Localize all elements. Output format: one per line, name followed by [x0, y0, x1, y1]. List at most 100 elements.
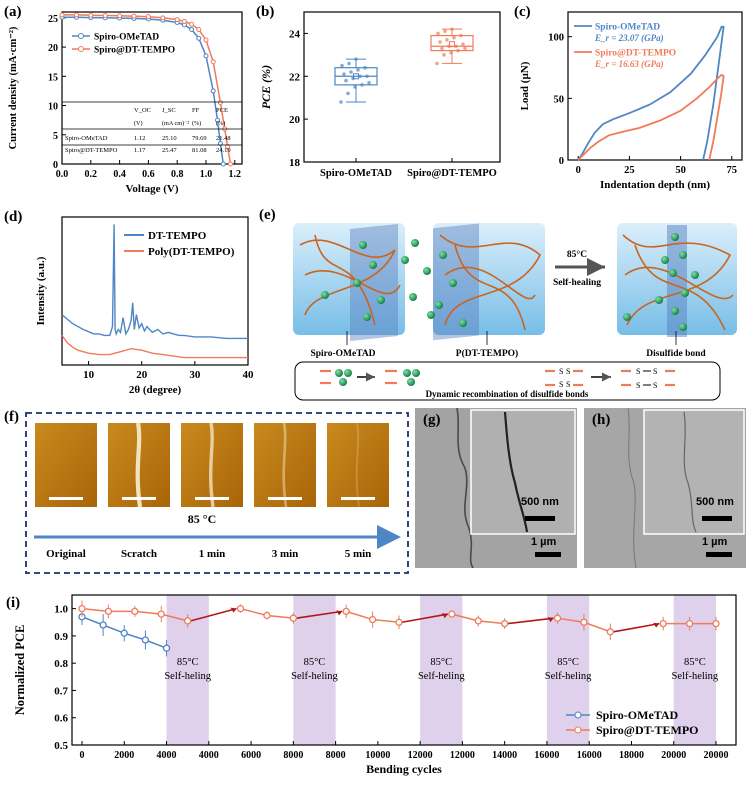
panel-label-a: (a) [4, 4, 22, 20]
table-unit: (%) [192, 120, 201, 127]
data-point [436, 31, 440, 36]
arrow-heal-label: Self-healing [553, 278, 601, 288]
table-cell: 81.08 [192, 147, 207, 154]
panel-c: (c) 0 25 50 75 0 50 100 Indentation depth (nm) L… [510, 0, 750, 200]
legend-marker [574, 726, 582, 734]
x-tick-label: 12000 [408, 750, 433, 761]
y-axis-title: Current density (mA·cm⁻²) [8, 26, 19, 149]
y-tick-label: 20 [289, 114, 301, 126]
self-healing-schematic: 85°C Self-healing Spiro-OMeTAD P(DT-TEMP… [293, 223, 737, 401]
data-point [217, 141, 223, 147]
table-cell: Spiro-OMeTAD [65, 135, 108, 142]
data-point [347, 61, 351, 66]
table-header: V_OC [134, 107, 151, 114]
series-line [61, 224, 248, 340]
heal-band [293, 595, 336, 745]
axes-frame [61, 216, 249, 366]
heal-band [673, 595, 716, 745]
band-label: Self-heling [291, 671, 338, 682]
film-photo [35, 423, 97, 507]
panel-e: (e) [255, 205, 750, 405]
scratch-healing-sequence: 85 °C Original Scratch 1 min 3 min 5 min [25, 412, 409, 574]
x-tick-label: 20000 [704, 750, 729, 761]
x-tick-label: 0.6 [142, 169, 155, 180]
heal-arrow [296, 610, 343, 619]
x-tick-label: 30 [189, 369, 201, 381]
data-point [102, 13, 108, 19]
data-point [203, 53, 209, 59]
pce-box-chart: 18 20 22 24 PCE (%) Spiro-OMeTAD Spiro@DT-TEMP… [259, 11, 501, 179]
data-point [215, 117, 221, 123]
scratch-mark [208, 422, 215, 508]
heal-arrowhead [547, 617, 554, 623]
sulfur-sphere [369, 261, 377, 269]
xrd-chart: 10 20 30 40 2θ (degree) Intensity (a.u.) DT-TE… [35, 216, 254, 396]
panel-label-d: (d) [4, 209, 23, 225]
y-tick-label: 5 [53, 131, 58, 142]
axes-frame [71, 594, 737, 746]
table-cell: 24.19 [216, 147, 231, 154]
y-tick-label: 50 [554, 94, 565, 105]
panel-d: (d) 10 20 30 40 2θ (degree) Intensity (a.u.) D… [0, 205, 255, 405]
data-point [339, 100, 343, 104]
y-tick-label: 25 [48, 14, 58, 25]
y-tick-label: 1.0 [54, 604, 68, 616]
data-point [88, 12, 94, 18]
band-temp: 85°C [557, 657, 579, 668]
step-label: 5 min [345, 548, 372, 560]
data-point [117, 13, 123, 19]
data-point [351, 76, 355, 81]
y-tick-label: 24 [289, 28, 301, 40]
band-temp: 85°C [684, 657, 706, 668]
legend-label: Spiro-OMeTAD [595, 23, 660, 33]
data-point [447, 44, 451, 49]
heal-arrow [401, 613, 448, 624]
sulfur-sphere [679, 251, 687, 259]
table-cell: 1.17 [134, 147, 146, 154]
y-tick-label: 15 [48, 72, 58, 83]
sulfur-sphere [409, 293, 417, 301]
data-point [131, 13, 137, 19]
data-point [685, 619, 694, 628]
table-unit: (V) [134, 120, 143, 127]
band-label: Self-heling [164, 671, 211, 682]
table-header: J_SC [162, 107, 176, 114]
sulfur-sphere [691, 271, 699, 279]
box [430, 34, 474, 52]
y-tick-label: 0.7 [54, 685, 68, 697]
x-tick-label: 6000 [241, 750, 261, 761]
sulfur-sphere [377, 296, 385, 304]
sulfur-sphere [435, 301, 443, 309]
x-tick-label: 0.0 [56, 169, 69, 180]
x-tick-label: 25 [624, 165, 635, 176]
legend-label: Spiro-OMeTAD [94, 33, 159, 43]
data-point [354, 57, 358, 61]
scale-g: 1 µm [531, 536, 557, 548]
band-temp: 85°C [177, 657, 199, 668]
y-axis-title: Load (µN) [519, 61, 531, 110]
x-tick-label: 8000 [326, 750, 346, 761]
axes-frame [303, 11, 501, 163]
svg-text:S: S [566, 367, 570, 376]
legend-label: Spiro@DT-TEMPO [94, 46, 175, 56]
sulfur-sphere [321, 291, 329, 299]
scratch-mark [355, 422, 360, 508]
data-point [443, 29, 447, 34]
data-point [438, 40, 442, 44]
band-temp: 85°C [304, 657, 326, 668]
bending-chart: 85°C Self-heling 85°C Self-heling 85°C Self-h… [13, 594, 737, 776]
data-point [160, 15, 166, 21]
sulfur-spheres [321, 233, 699, 331]
table-cell: 21.48 [216, 135, 231, 142]
x-tick-label: Spiro@DT-TEMPO [407, 168, 497, 179]
data-point [365, 74, 369, 79]
data-point [174, 17, 180, 23]
data-point [474, 617, 482, 625]
data-point [145, 14, 151, 20]
sulfur-sphere [669, 269, 677, 277]
x-tick-label: 10 [83, 369, 95, 381]
table-header: PCE [216, 107, 228, 114]
sulfur-sphere [671, 233, 679, 241]
sem-image-g [415, 407, 577, 569]
data-point [289, 614, 297, 622]
